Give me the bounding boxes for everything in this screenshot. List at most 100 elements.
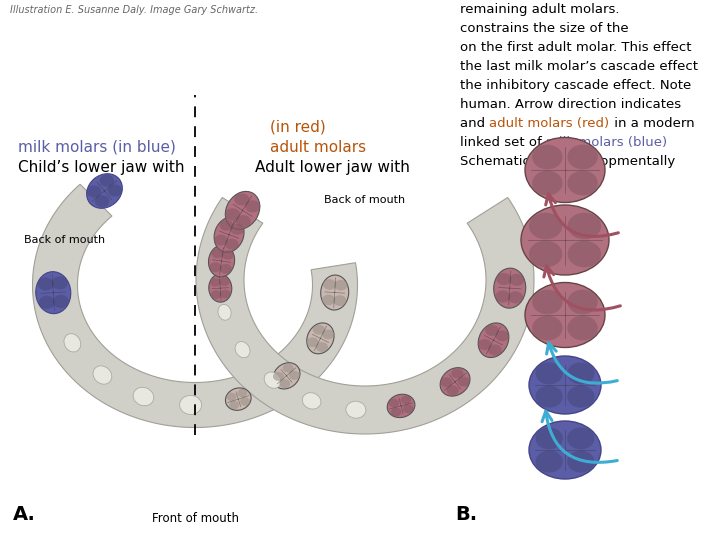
Ellipse shape (567, 241, 601, 267)
Ellipse shape (283, 363, 294, 373)
Ellipse shape (323, 279, 336, 290)
Ellipse shape (209, 274, 232, 302)
Ellipse shape (403, 404, 413, 413)
Text: the inhibitory cascade effect. Note: the inhibitory cascade effect. Note (460, 79, 691, 92)
Ellipse shape (485, 325, 499, 336)
Ellipse shape (86, 185, 102, 198)
Ellipse shape (214, 217, 244, 252)
Ellipse shape (225, 239, 238, 249)
Text: milk molars (in blue): milk molars (in blue) (18, 140, 176, 155)
Ellipse shape (210, 278, 220, 287)
Text: B.: B. (455, 505, 477, 524)
Ellipse shape (346, 401, 366, 418)
Ellipse shape (214, 234, 228, 246)
Ellipse shape (478, 339, 492, 350)
Ellipse shape (289, 371, 300, 380)
Ellipse shape (521, 205, 609, 275)
Ellipse shape (235, 215, 251, 227)
Ellipse shape (440, 377, 452, 387)
Ellipse shape (567, 316, 598, 340)
Ellipse shape (478, 323, 509, 357)
Ellipse shape (536, 450, 563, 472)
Text: on the first adult molar. This effect: on the first adult molar. This effect (460, 41, 691, 54)
Text: Child’s lower jaw with: Child’s lower jaw with (18, 160, 184, 175)
Ellipse shape (458, 376, 470, 387)
Text: Front of mouth: Front of mouth (151, 512, 238, 525)
Ellipse shape (536, 386, 563, 408)
Ellipse shape (312, 325, 325, 335)
Ellipse shape (234, 193, 250, 206)
Ellipse shape (525, 138, 605, 202)
Ellipse shape (307, 323, 334, 354)
Ellipse shape (211, 290, 222, 299)
Ellipse shape (179, 395, 202, 414)
Ellipse shape (446, 386, 459, 395)
Text: adult molars (red): adult molars (red) (490, 117, 610, 130)
Ellipse shape (220, 220, 233, 231)
Ellipse shape (567, 213, 601, 239)
Ellipse shape (53, 295, 69, 308)
Ellipse shape (302, 393, 321, 409)
Ellipse shape (488, 345, 502, 355)
Text: adult molars: adult molars (270, 140, 366, 155)
Ellipse shape (279, 379, 290, 388)
Ellipse shape (567, 362, 595, 384)
Ellipse shape (37, 277, 54, 291)
Ellipse shape (133, 387, 154, 406)
Text: Illustration E. Susanne Daly. Image Gary Schwartz.: Illustration E. Susanne Daly. Image Gary… (10, 5, 258, 15)
Ellipse shape (509, 274, 524, 286)
Ellipse shape (245, 200, 261, 212)
Ellipse shape (93, 366, 112, 384)
Ellipse shape (400, 396, 411, 404)
Ellipse shape (212, 248, 223, 258)
Ellipse shape (108, 185, 122, 197)
Ellipse shape (240, 397, 250, 406)
Ellipse shape (218, 305, 231, 320)
Ellipse shape (567, 450, 595, 472)
Ellipse shape (229, 401, 239, 409)
Ellipse shape (387, 394, 415, 417)
Ellipse shape (64, 334, 81, 352)
Polygon shape (32, 184, 358, 428)
Ellipse shape (307, 338, 319, 347)
Ellipse shape (227, 393, 236, 401)
Ellipse shape (220, 264, 232, 274)
Text: linked set of: linked set of (460, 136, 546, 149)
Ellipse shape (532, 171, 562, 195)
Ellipse shape (273, 372, 284, 381)
Ellipse shape (52, 276, 68, 289)
Ellipse shape (264, 372, 281, 388)
Polygon shape (196, 198, 534, 434)
Ellipse shape (532, 145, 562, 170)
Ellipse shape (235, 342, 250, 358)
Ellipse shape (567, 386, 595, 408)
Ellipse shape (320, 275, 348, 310)
Ellipse shape (49, 295, 64, 313)
Ellipse shape (316, 342, 328, 352)
Ellipse shape (39, 296, 55, 309)
Text: Adult lower jaw with: Adult lower jaw with (255, 160, 410, 175)
Ellipse shape (451, 368, 464, 379)
Ellipse shape (508, 291, 523, 303)
Text: constrains the size of the: constrains the size of the (460, 22, 629, 35)
Ellipse shape (440, 368, 470, 396)
Ellipse shape (95, 195, 109, 207)
Text: remaining adult molars.: remaining adult molars. (460, 3, 619, 16)
Text: the last milk molar’s cascade effect: the last milk molar’s cascade effect (460, 60, 698, 73)
Ellipse shape (273, 363, 300, 389)
Ellipse shape (209, 245, 235, 277)
Ellipse shape (99, 174, 114, 187)
Ellipse shape (529, 356, 601, 414)
Ellipse shape (567, 289, 598, 314)
Ellipse shape (322, 294, 336, 305)
Ellipse shape (86, 174, 122, 208)
Ellipse shape (210, 262, 222, 272)
Text: Back of mouth: Back of mouth (325, 195, 405, 205)
Text: Schematic of a developmentally: Schematic of a developmentally (460, 155, 675, 168)
Ellipse shape (567, 427, 595, 449)
Ellipse shape (220, 289, 230, 299)
Ellipse shape (494, 268, 526, 308)
Ellipse shape (536, 362, 563, 384)
Ellipse shape (227, 389, 250, 409)
Text: A.: A. (13, 505, 36, 524)
